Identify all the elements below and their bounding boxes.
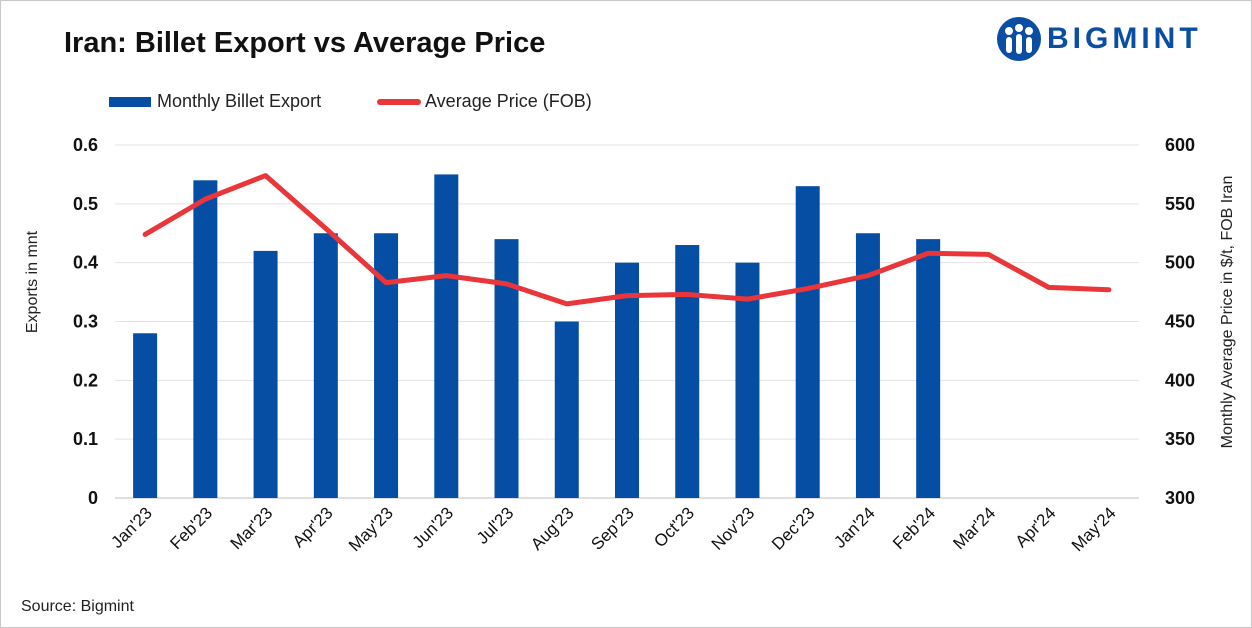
x-tick-label: Apr'24 [1012,503,1060,551]
y-right-tick-label: 500 [1165,253,1195,273]
bar [554,321,579,498]
legend-bar-swatch [109,97,151,107]
y-left-tick-label: 0.1 [73,429,98,449]
x-tick-label: Aug'23 [527,503,577,553]
x-tick-label: Apr'23 [289,503,337,551]
x-tick-label: Mar'23 [227,503,277,553]
bar [916,239,941,498]
bar [675,245,700,498]
y-left-tick-label: 0 [88,488,98,508]
y-left-tick-label: 0.2 [73,370,98,390]
y-left-tick-label: 0.4 [73,253,98,273]
bar [313,233,338,498]
x-tick-label: Jan'24 [830,503,878,551]
y-right-tick-label: 450 [1165,312,1195,332]
legend-bar-label: Monthly Billet Export [157,91,322,111]
y-left-tick-label: 0.3 [73,312,98,332]
logo-text: BIGMINT [1047,22,1202,55]
x-tick-label: Dec'23 [768,503,818,553]
chart-title: Iran: Billet Export vs Average Price [64,27,546,59]
x-axis: Jan'23 Feb'23 Mar'23 Apr'23 May'23 Jun'23 Jul'… [107,503,1119,555]
x-tick-label: Jan'23 [107,503,155,551]
source-note: Source: Bigmint [21,598,134,615]
x-tick-label: Oct'23 [650,503,698,551]
x-tick-label: May'23 [345,503,397,555]
bar-series [133,174,941,499]
bar [795,186,820,498]
x-tick-label: Feb'23 [166,503,216,553]
x-tick-label: Nov'23 [708,503,758,553]
logo-people-icon [997,17,1041,61]
y-right-tick-label: 300 [1165,488,1195,508]
bar [494,239,519,498]
x-tick-label: Jul'23 [473,503,517,547]
legend-line-label: Average Price (FOB) [425,91,592,111]
bar [434,174,459,498]
x-tick-label: Sep'23 [587,503,637,553]
x-tick-label: Jun'23 [409,503,457,551]
y-left-tick-label: 0.6 [73,135,98,155]
legend-line-swatch [377,99,421,105]
x-tick-label: Feb'24 [889,503,939,553]
y-axis-left: 0 0.1 0.2 0.3 0.4 0.5 0.6 [73,135,98,508]
y-right-tick-label: 400 [1165,370,1195,390]
y-axis-right: 300 350 400 450 500 550 600 [1165,135,1195,508]
y-axis-right-label: Monthly Average Price in $/t, FOB Iran [1219,176,1236,449]
x-tick-label: May'24 [1068,503,1120,555]
y-left-tick-label: 0.5 [73,194,98,214]
chart-area: 0 0.1 0.2 0.3 0.4 0.5 0.6 300 350 400 450 500 550 60… [24,135,1236,555]
y-axis-left-label: Exports in mnt [24,230,41,333]
price-line [142,173,1112,307]
y-right-tick-label: 600 [1165,135,1195,155]
bar [253,250,278,498]
bar [735,262,760,498]
y-right-tick-label: 550 [1165,194,1195,214]
x-tick-label: Mar'24 [949,503,999,553]
bar [615,262,639,498]
bar [133,333,158,498]
bar [193,180,218,499]
line-series [142,173,1112,307]
y-right-tick-label: 350 [1165,429,1195,449]
brand-logo: BIGMINT [995,15,1235,63]
